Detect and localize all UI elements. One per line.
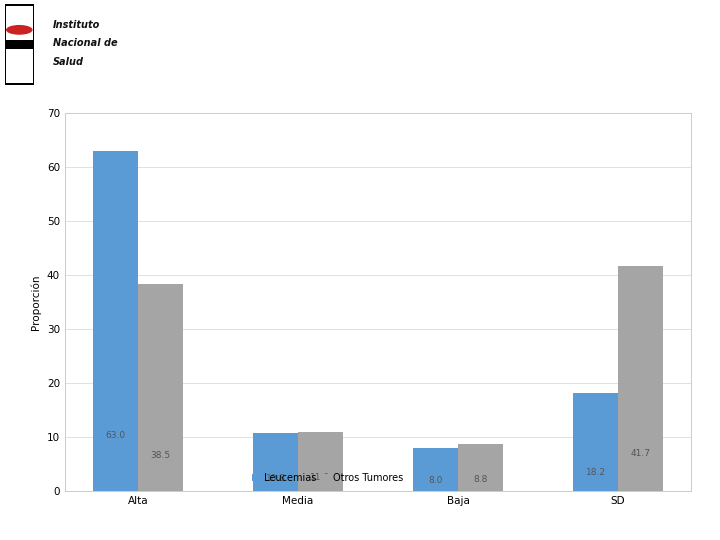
- Text: Instituto: Instituto: [53, 19, 100, 30]
- Text: 38.5: 38.5: [150, 451, 171, 460]
- Text: 8.8: 8.8: [473, 475, 487, 484]
- Y-axis label: Proporción: Proporción: [31, 275, 41, 330]
- Legend: Leucemias, Otros Tumores: Leucemias, Otros Tumores: [248, 469, 408, 487]
- Bar: [5, 4, 34, 85]
- Text: 41.7: 41.7: [630, 449, 650, 457]
- Bar: [618, 266, 662, 491]
- Bar: [6, 6, 32, 40]
- Text: Nacional de: Nacional de: [53, 38, 117, 48]
- Text: 11.0: 11.0: [310, 474, 330, 483]
- Bar: [6, 49, 32, 83]
- Text: 8.0: 8.0: [428, 476, 443, 485]
- Text: Instituto Nacional de Salud: Instituto Nacional de Salud: [574, 520, 706, 530]
- Text: 10.8: 10.8: [266, 474, 286, 483]
- Bar: [413, 448, 458, 491]
- Circle shape: [6, 25, 32, 35]
- Bar: [573, 393, 618, 491]
- Bar: [94, 151, 138, 491]
- Text: Fuente: SMglla, 2016: Fuente: SMglla, 2016: [14, 520, 118, 530]
- Bar: [138, 284, 183, 491]
- Text: Oportunidad en la presunción del diagnóstico de leucemia y otros
tumores en meno: Oportunidad en la presunción del diagnós…: [256, 16, 693, 65]
- Bar: [298, 432, 343, 491]
- Bar: [253, 433, 298, 491]
- Text: 63.0: 63.0: [106, 431, 126, 441]
- Text: 18.2: 18.2: [585, 468, 606, 477]
- Text: Salud: Salud: [53, 57, 84, 67]
- Bar: [458, 444, 503, 491]
